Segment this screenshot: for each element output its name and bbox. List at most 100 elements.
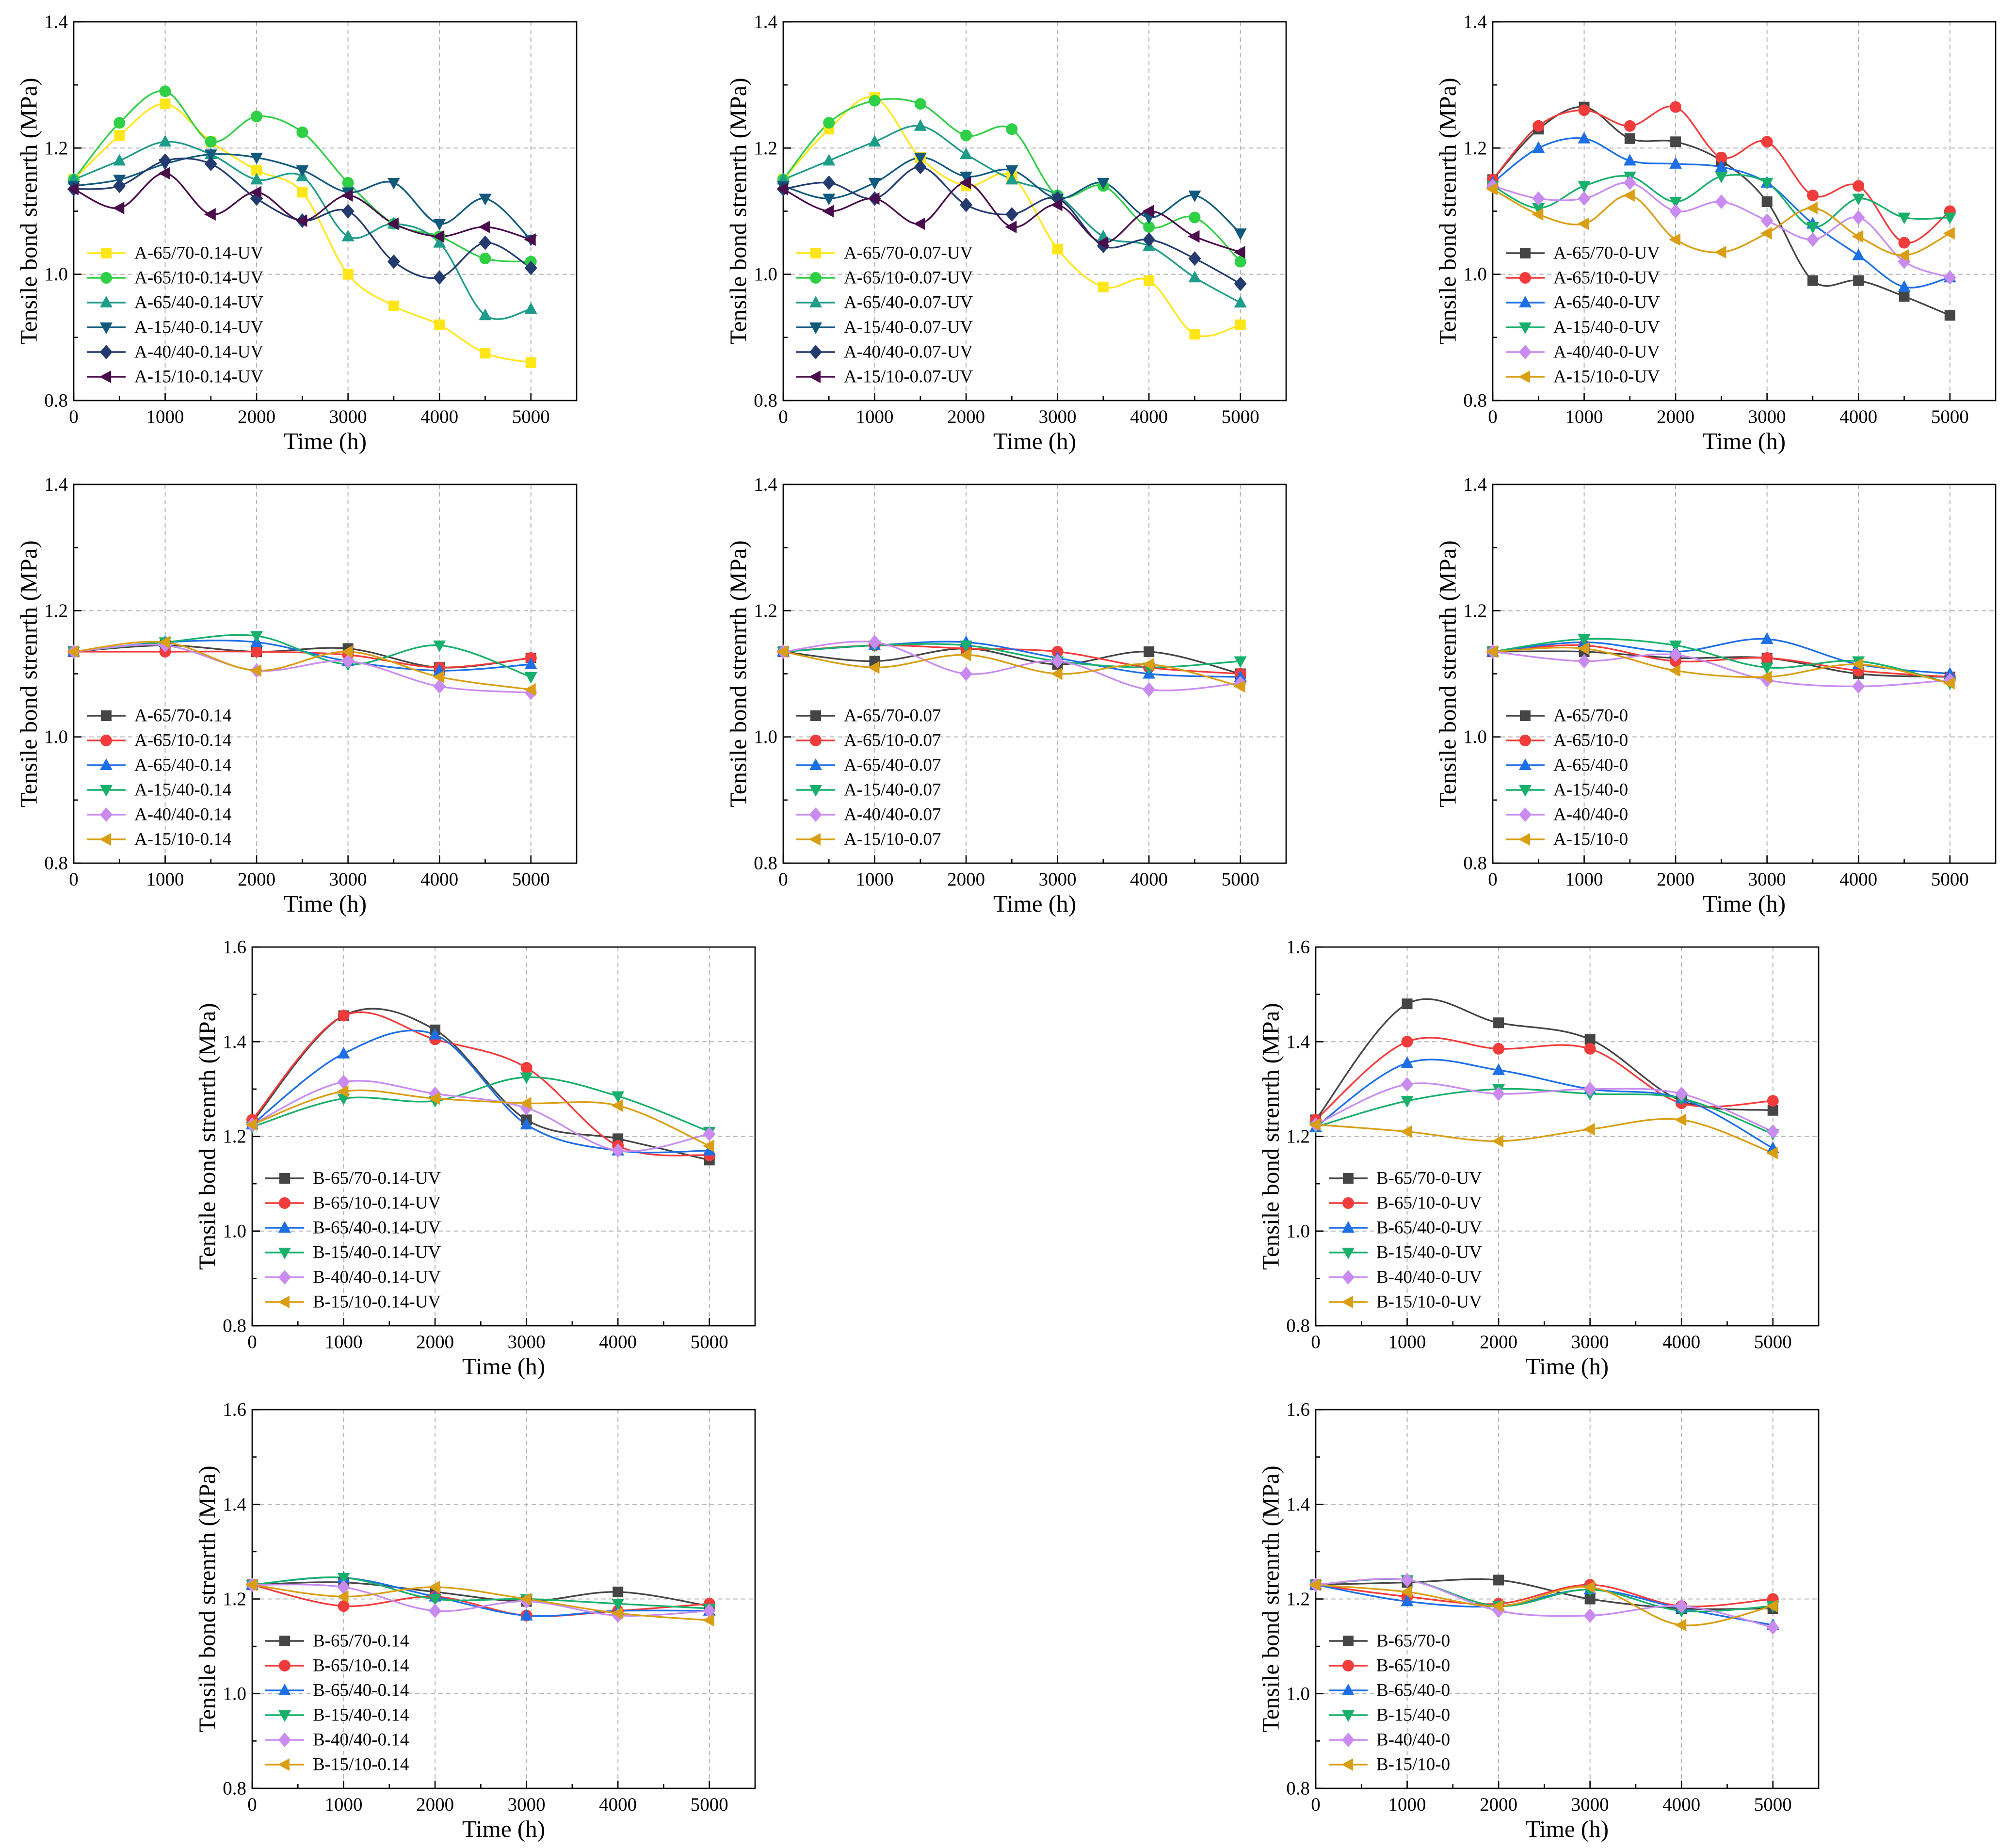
legend: A-65/70-0.14 A-65/10-0.14 A-65/40-0.14 A-15… xyxy=(87,706,231,850)
data-point xyxy=(1233,246,1245,259)
data-point xyxy=(479,235,492,250)
legend-marker xyxy=(1519,785,1532,797)
data-point xyxy=(612,1599,625,1611)
data-point xyxy=(387,254,400,269)
data-point xyxy=(1715,194,1728,209)
data-point xyxy=(960,129,972,142)
legend-entry: A-40/40-0.07 xyxy=(796,805,941,825)
data-point xyxy=(611,1607,623,1620)
legend-label: A-65/70-0-UV xyxy=(1553,243,1660,263)
legend-entry: A-65/70-0 xyxy=(1506,706,1628,726)
legend-label: B-15/40-0-UV xyxy=(1376,1243,1482,1263)
legend-entry: A-40/40-0-UV xyxy=(1506,342,1660,362)
data-point xyxy=(1669,157,1682,169)
y-tick-label: 1.4 xyxy=(1286,1494,1310,1515)
legend-entry: B-15/10-0.14 xyxy=(265,1755,409,1775)
data-point xyxy=(1005,173,1018,185)
legend-marker xyxy=(1519,758,1532,770)
legend-marker xyxy=(1342,1197,1354,1209)
legend-entry: A-15/10-0.07-UV xyxy=(796,367,973,387)
y-tick-label: 1.2 xyxy=(1286,1589,1310,1609)
data-point xyxy=(959,176,971,189)
x-tick-label: 2000 xyxy=(1657,406,1694,427)
data-point xyxy=(1188,230,1200,243)
data-point xyxy=(1144,275,1155,286)
x-tick-label: 0 xyxy=(247,1794,257,1815)
legend-label: B-40/40-0-UV xyxy=(1376,1268,1482,1287)
legend-label: A-15/10-0.14 xyxy=(134,830,231,850)
legend-entry: B-15/10-0 xyxy=(1329,1755,1450,1775)
legend-label: A-40/40-0-UV xyxy=(1553,342,1660,362)
chart-panel: 0 1000 2000 3000 4000 5000 0.8 1.0 1.2 1.4 1.6 Time… xyxy=(1258,937,1820,1380)
data-point xyxy=(433,679,446,694)
data-point xyxy=(113,202,125,214)
legend-label: A-65/10-0.07-UV xyxy=(844,268,973,288)
legend-marker xyxy=(1342,1733,1355,1747)
data-point xyxy=(1532,208,1544,221)
legend-label: B-65/40-0.14 xyxy=(313,1681,409,1701)
legend: A-65/70-0-UV A-65/10-0-UV A-65/40-0-UV A-15… xyxy=(1506,243,1660,387)
y-tick-label: 0.8 xyxy=(754,853,777,874)
legend-marker xyxy=(279,1636,290,1646)
legend-marker xyxy=(1341,1296,1353,1308)
data-point xyxy=(1584,1043,1596,1055)
legend-marker xyxy=(278,1296,290,1308)
legend-label: B-15/10-0 xyxy=(1376,1755,1450,1775)
series-line xyxy=(252,1581,710,1607)
x-tick-label: 2000 xyxy=(238,869,275,890)
legend-label: A-15/40-0.14 xyxy=(134,780,231,800)
data-point xyxy=(1143,232,1156,247)
legend-entry: A-15/10-0-UV xyxy=(1506,367,1660,387)
x-tick-label: 1000 xyxy=(856,869,894,890)
data-point xyxy=(1578,131,1591,144)
data-point xyxy=(1006,123,1018,135)
legend-marker xyxy=(99,370,111,383)
data-point xyxy=(1899,291,1910,302)
data-point xyxy=(204,208,216,221)
legend-marker xyxy=(810,248,821,258)
data-point xyxy=(296,165,309,177)
data-point xyxy=(113,178,126,193)
series-line xyxy=(1492,644,1950,678)
legend-label: A-40/40-0.07-UV xyxy=(844,342,973,362)
series-line xyxy=(73,141,532,320)
data-point xyxy=(823,175,836,190)
data-point xyxy=(1188,251,1201,266)
data-point xyxy=(159,85,171,97)
data-point xyxy=(479,253,491,265)
data-point xyxy=(1097,281,1109,292)
y-axis-title: Tensile bond strenrth (MPa) xyxy=(1258,1465,1284,1732)
data-point xyxy=(1669,640,1682,652)
legend-entry: A-65/10-0.14-UV xyxy=(87,268,263,288)
legend-entry: B-40/40-0.14 xyxy=(265,1730,409,1750)
chart-panel: 0 1000 2000 3000 4000 5000 0.8 1.0 1.2 1.4 Time (h… xyxy=(725,12,1287,454)
data-point xyxy=(524,658,537,669)
data-point xyxy=(1675,1599,1688,1614)
data-point xyxy=(1189,329,1200,340)
data-point xyxy=(1578,104,1590,116)
legend: B-65/70-0.14-UV B-65/10-0.14-UV B-65/40-0.… xyxy=(265,1169,441,1312)
y-tick-label: 1.2 xyxy=(754,138,777,159)
data-point xyxy=(868,635,881,650)
plot-frame xyxy=(251,946,756,1327)
data-point xyxy=(1401,1056,1414,1068)
data-point xyxy=(1577,642,1589,655)
y-axis-title: Tensile bond strenrth (MPa) xyxy=(16,78,42,344)
data-point xyxy=(1806,232,1819,247)
legend-label: A-15/10-0.07 xyxy=(844,830,941,850)
legend-label: B-65/70-0 xyxy=(1376,1631,1450,1651)
legend-label: A-65/10-0.14-UV xyxy=(134,268,263,288)
data-point xyxy=(1493,1017,1504,1028)
legend-label: A-65/70-0.14-UV xyxy=(134,243,263,263)
data-point xyxy=(1578,191,1591,206)
data-point xyxy=(1233,680,1245,693)
y-tick-label: 1.4 xyxy=(44,12,68,32)
x-tick-label: 2000 xyxy=(947,869,985,890)
legend-marker xyxy=(100,807,113,822)
y-tick-label: 0.8 xyxy=(44,853,68,874)
legend-entry: A-65/10-0 xyxy=(1506,731,1628,751)
legend-label: B-15/10-0-UV xyxy=(1376,1292,1482,1312)
legend-label: A-15/40-0.07 xyxy=(844,780,941,800)
legend-marker xyxy=(101,710,112,721)
chart-panel: 0 1000 2000 3000 4000 5000 0.8 1.0 1.2 1.4 Time (h… xyxy=(725,474,1287,917)
